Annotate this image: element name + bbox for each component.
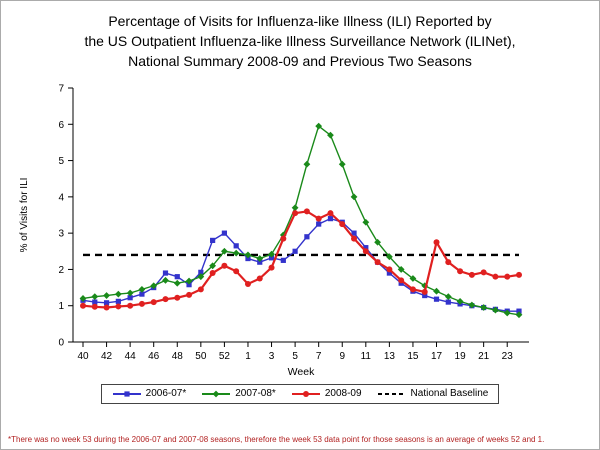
chart-title-line2: the US Outpatient Influenza-like Illness…: [84, 32, 516, 49]
svg-text:1: 1: [245, 351, 251, 362]
svg-text:46: 46: [148, 351, 160, 362]
svg-text:48: 48: [172, 351, 184, 362]
legend-label-2007-08: 2007-08*: [235, 388, 276, 400]
chart-legend: 2006-07* 2007-08* 2008-09 National Basel…: [100, 383, 500, 404]
legend-wrap: 2006-07* 2007-08* 2008-09 National Basel…: [1, 383, 599, 405]
svg-text:1: 1: [58, 301, 64, 312]
svg-text:11: 11: [361, 351, 372, 362]
legend-marker-2006-07-icon: [112, 388, 142, 400]
svg-text:5: 5: [58, 156, 64, 167]
svg-text:Week: Week: [288, 366, 315, 378]
svg-text:17: 17: [431, 351, 443, 362]
svg-text:0: 0: [58, 337, 64, 348]
svg-text:2: 2: [58, 265, 64, 276]
svg-text:13: 13: [384, 351, 396, 362]
legend-marker-2007-08-icon: [201, 388, 231, 400]
svg-text:4: 4: [58, 192, 64, 203]
chart-title: Percentage of Visits for Influenza-like …: [1, 12, 599, 72]
legend-label-2008-09: 2008-09: [324, 388, 362, 400]
legend-item-2007-08: 2007-08*: [201, 388, 276, 400]
legend-label-2006-07: 2006-07*: [145, 388, 187, 400]
svg-text:% of Visits for ILI: % of Visits for ILI: [19, 177, 30, 252]
svg-text:19: 19: [455, 351, 467, 362]
chart-title-line3: National Summary 2008-09 and Previous Tw…: [128, 52, 472, 69]
svg-text:44: 44: [125, 351, 137, 362]
svg-text:3: 3: [269, 351, 275, 362]
svg-text:7: 7: [316, 351, 322, 362]
legend-label-national-baseline: National Baseline: [410, 388, 489, 400]
legend-item-2006-07: 2006-07*: [112, 388, 187, 400]
legend-marker-baseline-icon: [377, 388, 407, 400]
svg-text:5: 5: [292, 351, 298, 362]
svg-text:9: 9: [339, 351, 345, 362]
footnote: *There was no week 53 during the 2006-07…: [8, 435, 545, 444]
svg-text:52: 52: [219, 351, 231, 362]
svg-text:50: 50: [195, 351, 207, 362]
chart-title-line1: Percentage of Visits for Influenza-like …: [108, 13, 492, 29]
legend-item-national-baseline: National Baseline: [377, 388, 489, 400]
svg-text:23: 23: [502, 351, 514, 362]
svg-text:3: 3: [58, 228, 64, 239]
legend-marker-2008-09-icon: [291, 388, 321, 400]
legend-item-2008-09: 2008-09: [291, 388, 362, 400]
svg-text:40: 40: [77, 351, 89, 362]
svg-text:15: 15: [407, 351, 419, 362]
svg-text:6: 6: [58, 119, 64, 130]
svg-text:21: 21: [478, 351, 490, 362]
svg-text:7: 7: [58, 83, 64, 94]
svg-text:42: 42: [101, 351, 113, 362]
